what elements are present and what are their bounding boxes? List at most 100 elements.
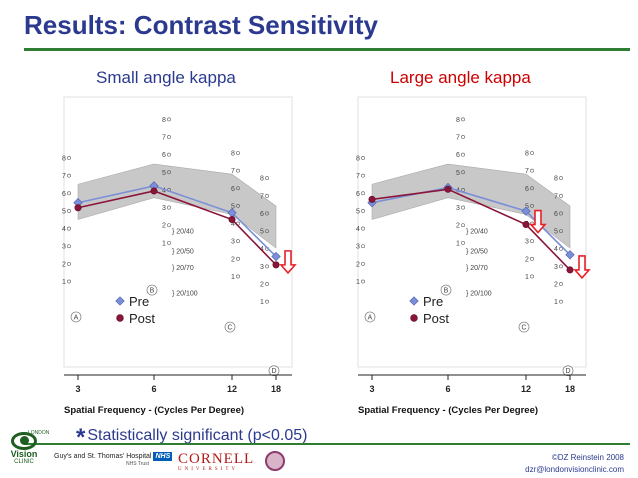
ladder-patch <box>361 209 365 213</box>
ladder-patch <box>559 246 563 251</box>
ladder-patch <box>559 264 563 269</box>
ladder-number: 5 <box>162 170 166 177</box>
eye-icon <box>11 432 37 450</box>
ladder-number: 5 <box>525 203 529 210</box>
snellen-label: } 20/40 <box>172 228 194 235</box>
ladder-patch <box>236 204 240 208</box>
ladder-number: 1 <box>356 279 360 286</box>
legend-label-post: Post <box>129 311 155 326</box>
ladder-patch <box>361 191 365 196</box>
ladder-patch <box>361 226 365 231</box>
point-post <box>444 185 452 193</box>
significance-star-icon: * <box>76 424 86 451</box>
x-tick-label: 3 <box>369 384 374 394</box>
x-axis-label: Spatial Frequency - (Cycles Per Degree) <box>358 405 538 416</box>
ladder-patch <box>461 223 465 228</box>
ladder-patch <box>559 229 563 234</box>
ladder-number: 3 <box>231 239 235 246</box>
ladder-number: 8 <box>231 150 235 157</box>
london-vision-clinic-logo: LONDON Vision CLINIC <box>10 430 50 465</box>
significance-arrow-shape <box>573 255 591 280</box>
ladder-patch <box>67 156 71 160</box>
column-letter: B <box>444 288 449 295</box>
ladder-number: 7 <box>456 135 460 142</box>
ladder-patch <box>461 170 465 175</box>
x-tick-label: 6 <box>445 384 450 394</box>
series-line-post <box>371 188 571 271</box>
footer-divider <box>24 443 630 445</box>
point-post <box>150 187 158 195</box>
ladder-number: 6 <box>554 211 558 218</box>
ladder-patch <box>530 256 534 261</box>
ladder-number: 2 <box>554 282 558 289</box>
ladder-patch <box>559 299 563 304</box>
cornell-logo: CORNELL UNIVERSITY <box>178 451 255 473</box>
ladder-patch <box>67 191 71 196</box>
ladder-number: 6 <box>456 152 460 159</box>
column-letter-badge <box>562 365 574 377</box>
ladder-number: 2 <box>356 261 360 268</box>
ladder-patch <box>67 226 71 231</box>
ladder-number: 4 <box>62 226 66 233</box>
ladder-patch <box>236 168 240 173</box>
ladder-patch <box>265 176 269 181</box>
ladder-number: 4 <box>356 226 360 233</box>
column-letter: D <box>565 368 570 375</box>
point-pre <box>227 208 237 218</box>
ladder-number: 8 <box>525 150 529 157</box>
ladder-number: 3 <box>554 264 558 271</box>
column-letter: C <box>521 325 526 332</box>
ladder-number: 7 <box>231 168 235 175</box>
ladder-patch <box>361 156 365 160</box>
chart-small-kappa: 1 2 3 4 5 6 7 8 1 2 3 4 5 6 7 8 1 2 3 4 5 6 7 8 1 2 3 4 5 6 7 8} 20/40}… <box>62 95 352 420</box>
ladder-patch <box>461 240 465 245</box>
column-letter-badge <box>268 365 280 377</box>
snellen-label: } 20/40 <box>466 228 488 235</box>
ladder-patch <box>167 240 171 245</box>
ladder-number: 5 <box>260 229 264 236</box>
ladder-number: 7 <box>162 135 166 142</box>
point-post <box>522 221 530 229</box>
ladder-patch <box>236 256 240 261</box>
point-post <box>74 204 82 212</box>
legend-label-post: Post <box>423 311 449 326</box>
legend-label-pre: Pre <box>129 294 149 309</box>
x-tick-label: 18 <box>565 384 575 394</box>
ladder-number: 6 <box>231 186 235 193</box>
point-post <box>272 261 280 269</box>
snellen-label: } 20/50 <box>466 248 488 255</box>
significance-arrow-shape <box>279 250 297 275</box>
ladder-number: 3 <box>456 205 460 212</box>
plot-frame <box>63 96 293 368</box>
ladder-patch <box>265 282 269 286</box>
ladder-patch <box>530 204 534 208</box>
significance-arrow-icon <box>279 250 297 275</box>
ladder-patch <box>530 168 534 173</box>
ladder-number: 2 <box>162 223 166 230</box>
snellen-label: } 20/70 <box>466 265 488 272</box>
ladder-number: 7 <box>525 168 529 175</box>
ladder-patch <box>461 152 465 157</box>
point-post <box>228 216 236 224</box>
ladder-number: 1 <box>260 299 264 306</box>
point-pre <box>149 181 159 191</box>
chart-title-large-kappa: Large angle kappa <box>390 68 531 87</box>
column-letter-badge <box>518 321 530 333</box>
ladder-number: 5 <box>356 208 360 215</box>
ladder-number: 6 <box>162 152 166 159</box>
ladder-number: 5 <box>231 203 235 210</box>
chart-title-small-kappa: Small angle kappa <box>96 68 236 87</box>
ladder-patch <box>361 173 365 178</box>
point-pre <box>521 206 531 216</box>
ladder-patch <box>167 223 171 228</box>
snellen-label: } 20/70 <box>172 265 194 272</box>
significance-arrow-icon <box>573 255 591 280</box>
series-line-pre <box>77 185 277 258</box>
ladder-number: 5 <box>62 208 66 215</box>
point-pre <box>271 251 281 262</box>
slide-title: Results: Contrast Sensitivity <box>24 10 378 40</box>
ladder-patch <box>67 209 71 213</box>
ladder-number: 3 <box>162 205 166 212</box>
ladder-patch <box>265 229 269 234</box>
ladder-patch <box>67 244 71 249</box>
